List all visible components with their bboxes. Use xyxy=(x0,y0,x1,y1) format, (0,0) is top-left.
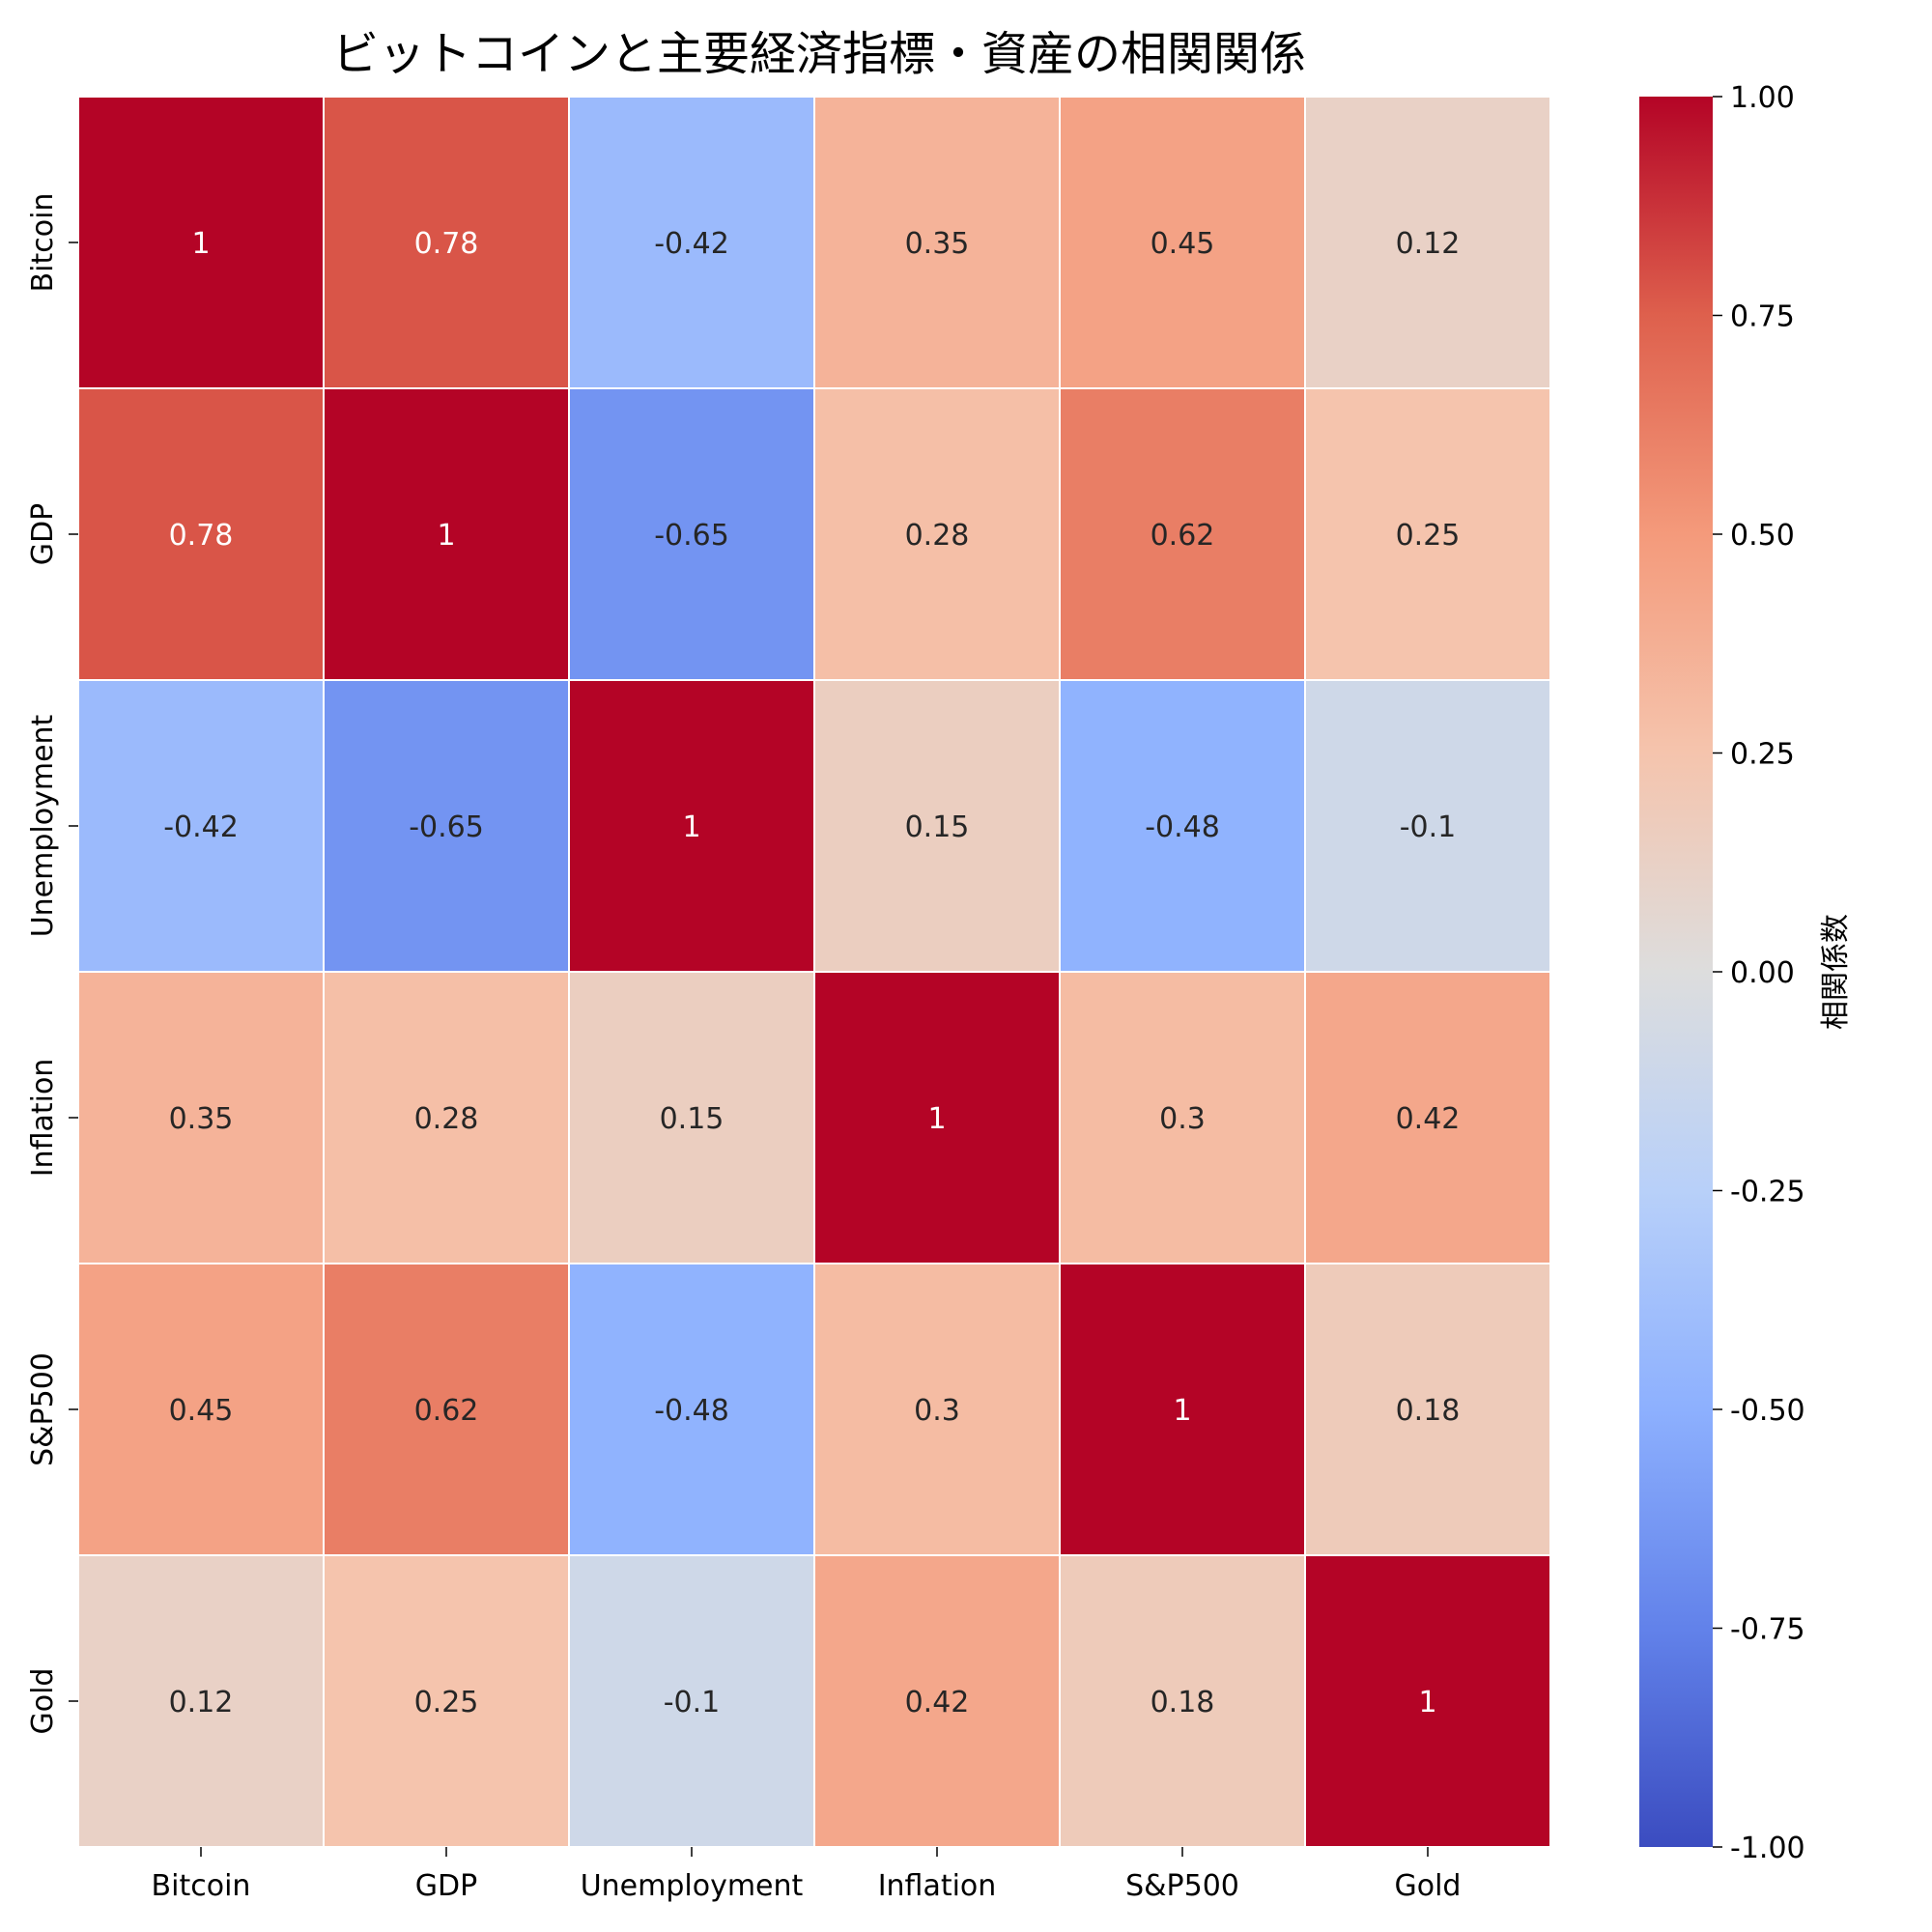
cell-value-label: 0.3 xyxy=(1159,1102,1206,1136)
heatmap-cell xyxy=(813,971,1061,1264)
cell-value-label: 0.62 xyxy=(414,1394,479,1428)
heatmap-cell xyxy=(568,679,815,973)
cell-value-label: 1 xyxy=(927,1102,946,1136)
heatmap-cell xyxy=(568,971,815,1264)
heatmap-cell xyxy=(1304,971,1551,1264)
y-tick-label: Gold xyxy=(26,1668,60,1735)
heatmap-cell xyxy=(813,679,1061,973)
colorbar-tick-label: 0.75 xyxy=(1730,300,1795,334)
chart-title: ビットコインと主要経済指標・資産の相関関係 xyxy=(332,27,1306,81)
colorbar-tick-label: -0.50 xyxy=(1730,1394,1805,1428)
cell-value-label: 1 xyxy=(437,519,455,553)
cell-value-label: 1 xyxy=(1418,1686,1436,1719)
x-tick-label: Unemployment xyxy=(581,1869,804,1903)
cell-value-label: 0.3 xyxy=(914,1394,960,1428)
cell-value-label: -0.48 xyxy=(654,1394,729,1428)
x-tick-label: S&P500 xyxy=(1125,1869,1239,1903)
y-tick-label: Unemployment xyxy=(26,714,60,937)
heatmap-cell xyxy=(1059,1554,1306,1848)
cell-value-label: -0.1 xyxy=(1400,810,1457,844)
cell-value-label: 0.12 xyxy=(1396,227,1461,261)
heatmap-cell xyxy=(813,1554,1061,1848)
cell-value-label: 0.78 xyxy=(169,519,234,553)
y-tick-label: GDP xyxy=(26,503,60,565)
cell-value-label: 0.42 xyxy=(905,1686,970,1719)
x-tick-label: GDP xyxy=(415,1869,477,1903)
cell-value-label: 0.42 xyxy=(1396,1102,1461,1136)
heatmap-cell xyxy=(1059,679,1306,973)
heatmap-cell xyxy=(77,96,325,389)
heatmap-cell xyxy=(813,387,1061,681)
cell-value-label: 1 xyxy=(682,810,700,844)
cell-value-label: 0.12 xyxy=(169,1686,234,1719)
heatmap-cell xyxy=(1059,96,1306,389)
heatmap-cell xyxy=(77,971,325,1264)
cell-value-label: 0.18 xyxy=(1396,1394,1461,1428)
colorbar-tick-label: 0.25 xyxy=(1730,738,1795,772)
heatmap-cell xyxy=(323,679,570,973)
cell-value-label: 0.45 xyxy=(1151,227,1215,261)
cell-value-label: -0.48 xyxy=(1145,810,1220,844)
heatmap-cells: 1 0.78 -0.42 0.35 0.45 0.12 0.78 1 -0.65 0.28 0.62… xyxy=(77,96,1551,1848)
y-axis: Bitcoin GDP Unemployment Inflation S&P500 Gol… xyxy=(26,193,78,1735)
cell-value-label: 0.28 xyxy=(905,519,970,553)
heatmap-cell xyxy=(323,387,570,681)
y-tick-label: Bitcoin xyxy=(26,193,60,293)
heatmap-cell xyxy=(1304,679,1551,973)
cell-value-label: -0.1 xyxy=(664,1686,721,1719)
colorbar-tick-label: 1.00 xyxy=(1730,81,1795,115)
heatmap-cell xyxy=(77,679,325,973)
cell-value-label: 0.35 xyxy=(169,1102,234,1136)
cell-value-label: 0.78 xyxy=(414,227,479,261)
x-tick-label: Bitcoin xyxy=(152,1869,251,1903)
cell-value-label: -0.65 xyxy=(409,810,484,844)
cell-value-label: 0.18 xyxy=(1151,1686,1215,1719)
heatmap-cell xyxy=(568,96,815,389)
cell-value-label: -0.42 xyxy=(654,227,729,261)
heatmap-cell xyxy=(1059,1263,1306,1556)
heatmap-cell xyxy=(77,1263,325,1556)
heatmap-cell xyxy=(323,96,570,389)
cell-value-label: 1 xyxy=(1173,1394,1191,1428)
colorbar-tick-label: -0.25 xyxy=(1730,1176,1805,1209)
heatmap-cell xyxy=(1304,1263,1551,1556)
cell-value-label: 0.62 xyxy=(1151,519,1215,553)
x-tick-label: Gold xyxy=(1395,1869,1462,1903)
colorbar-tick-label: -0.75 xyxy=(1730,1613,1805,1647)
colorbar-ticks: 1.00 0.75 0.50 0.25 0.00 -0.25 -0.50 -0.75 -1.00 xyxy=(1713,81,1805,1865)
y-tick-label: S&P500 xyxy=(26,1352,60,1466)
heatmap-cell xyxy=(813,1263,1061,1556)
cell-value-label: 0.28 xyxy=(414,1102,479,1136)
cell-value-label: -0.42 xyxy=(163,810,239,844)
colorbar-tick-label: -1.00 xyxy=(1730,1832,1805,1865)
x-tick-label: Inflation xyxy=(878,1869,997,1903)
cell-value-label: 0.35 xyxy=(905,227,970,261)
y-tick-label: Inflation xyxy=(26,1059,60,1178)
heatmap-cell xyxy=(1304,96,1551,389)
cell-value-label: -0.65 xyxy=(654,519,729,553)
cell-value-label: 0.45 xyxy=(169,1394,234,1428)
heatmap-cell xyxy=(568,1263,815,1556)
colorbar xyxy=(1639,97,1713,1847)
heatmap-cell xyxy=(813,96,1061,389)
heatmap-cell xyxy=(1304,387,1551,681)
x-axis: Bitcoin GDP Unemployment Inflation S&P500 Gol… xyxy=(152,1847,1462,1903)
cell-value-label: 0.25 xyxy=(414,1686,479,1719)
cell-value-label: 0.15 xyxy=(660,1102,724,1136)
heatmap-cell xyxy=(77,1554,325,1848)
colorbar-tick-label: 0.50 xyxy=(1730,519,1795,553)
cell-value-label: 1 xyxy=(191,227,210,261)
colorbar-label: 相関係数 xyxy=(1819,914,1853,1030)
cell-value-label: 0.15 xyxy=(905,810,970,844)
heatmap-cell xyxy=(1059,971,1306,1264)
colorbar-tick-label: 0.00 xyxy=(1730,956,1795,990)
heatmap-cell xyxy=(1304,1554,1551,1848)
cell-value-label: 0.25 xyxy=(1396,519,1461,553)
heatmap-cell xyxy=(323,971,570,1264)
